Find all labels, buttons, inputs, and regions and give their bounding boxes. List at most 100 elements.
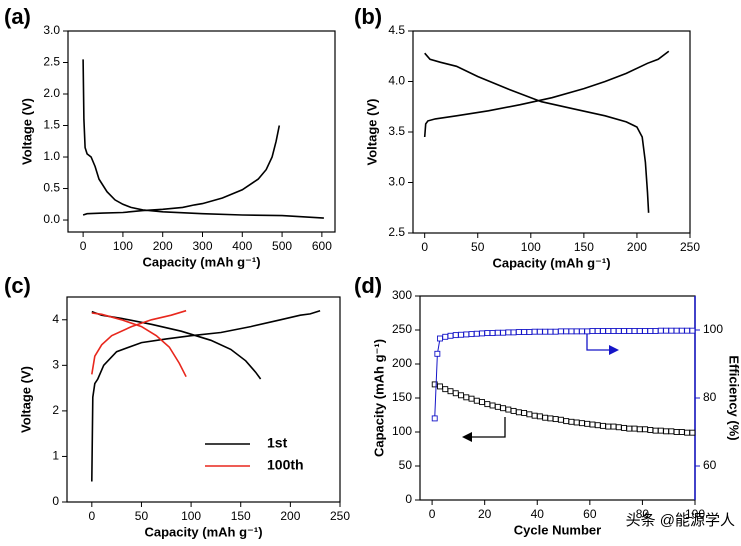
- x-tick-label: 40: [531, 507, 545, 521]
- panel-label: (b): [354, 4, 382, 29]
- marker: [626, 425, 633, 432]
- y2-tick-label: 80: [703, 390, 717, 404]
- marker: [584, 328, 591, 335]
- legend-label: 100th: [267, 457, 304, 473]
- marker: [605, 328, 612, 334]
- x-tick-label: 100: [521, 240, 541, 254]
- marker: [621, 424, 627, 431]
- marker: [521, 329, 528, 335]
- marker: [542, 328, 549, 335]
- x-axis-title: Capacity (mAh g⁻¹): [492, 255, 610, 270]
- y-tick-label: 0.0: [43, 212, 60, 226]
- marker: [521, 410, 528, 416]
- y-axis-title: Voltage (V): [19, 98, 34, 165]
- y-tick-label: 3: [52, 358, 59, 372]
- annotation-arrows: [462, 333, 619, 442]
- marker: [526, 411, 533, 418]
- marker: [489, 402, 496, 409]
- y2-axis-title: Efficiency (%): [727, 355, 741, 440]
- arrow-right: [586, 333, 610, 351]
- marker: [484, 330, 491, 337]
- marker: [647, 328, 654, 334]
- x-tick-label: 20: [478, 507, 492, 521]
- marker: [437, 335, 443, 342]
- series-line: [82, 59, 324, 219]
- marker: [678, 327, 685, 334]
- marker: [657, 327, 664, 334]
- marker: [579, 328, 585, 335]
- marker: [610, 328, 617, 334]
- marker: [510, 329, 517, 336]
- y-tick-label: 2.5: [388, 225, 405, 239]
- marker: [579, 420, 585, 427]
- marker: [542, 414, 549, 421]
- marker: [552, 416, 559, 423]
- y-tick-label: 2.5: [43, 55, 60, 69]
- y-tick-label: 0: [52, 494, 59, 508]
- x-tick-label: 80: [636, 507, 650, 521]
- x-tick-label: 50: [471, 240, 485, 254]
- marker: [631, 328, 638, 334]
- y-tick-label: 3.0: [43, 23, 60, 37]
- marker: [573, 328, 580, 335]
- marker: [552, 328, 559, 335]
- marker: [568, 328, 575, 335]
- marker: [547, 415, 554, 422]
- y-tick-label: 0: [405, 492, 412, 506]
- x-tick-label: 0: [429, 507, 436, 521]
- y-tick-label: 2.0: [43, 86, 60, 100]
- marker: [515, 329, 522, 335]
- marker: [479, 330, 485, 337]
- marker: [684, 429, 691, 436]
- marker: [494, 403, 501, 410]
- y2-tick-label: 60: [703, 458, 717, 472]
- marker: [505, 329, 512, 336]
- marker: [447, 388, 454, 395]
- marker: [584, 420, 591, 427]
- arrow-head: [462, 432, 472, 442]
- y-tick-label: 3.0: [388, 175, 405, 189]
- marker: [610, 423, 617, 430]
- x-tick-label: 100: [181, 509, 201, 523]
- marker: [642, 426, 648, 433]
- marker: [615, 328, 622, 334]
- marker: [689, 327, 696, 334]
- marker: [563, 328, 570, 335]
- marker: [600, 422, 606, 429]
- marker: [557, 416, 564, 423]
- y-axis-title: Capacity (mAh g⁻¹): [371, 339, 386, 457]
- y-tick-label: 3.5: [388, 124, 405, 138]
- x-tick-label: 50: [135, 509, 149, 523]
- marker: [531, 412, 538, 419]
- marker: [636, 328, 643, 334]
- marker: [434, 350, 441, 357]
- marker: [431, 415, 438, 422]
- x-tick-label: 300: [192, 239, 212, 253]
- y-tick-label: 250: [392, 322, 412, 336]
- marker: [526, 329, 533, 335]
- arrow-head: [609, 345, 619, 355]
- marker: [663, 428, 670, 435]
- marker: [447, 332, 454, 339]
- marker: [663, 327, 670, 334]
- marker: [594, 328, 601, 334]
- marker: [500, 329, 507, 336]
- y-tick-label: 1.5: [43, 118, 60, 132]
- marker: [442, 333, 449, 340]
- marker: [600, 328, 606, 334]
- marker: [557, 328, 564, 335]
- marker: [573, 419, 580, 426]
- marker: [678, 429, 685, 435]
- x-tick-label: 250: [680, 240, 700, 254]
- marker: [510, 407, 517, 414]
- marker: [631, 425, 638, 432]
- series-line: [91, 309, 187, 378]
- marker: [473, 397, 480, 404]
- marker: [626, 328, 633, 334]
- marker: [536, 413, 543, 420]
- y-tick-label: 1.0: [43, 149, 60, 163]
- series-line: [434, 330, 693, 419]
- marker: [615, 424, 622, 431]
- x-tick-label: 0: [421, 240, 428, 254]
